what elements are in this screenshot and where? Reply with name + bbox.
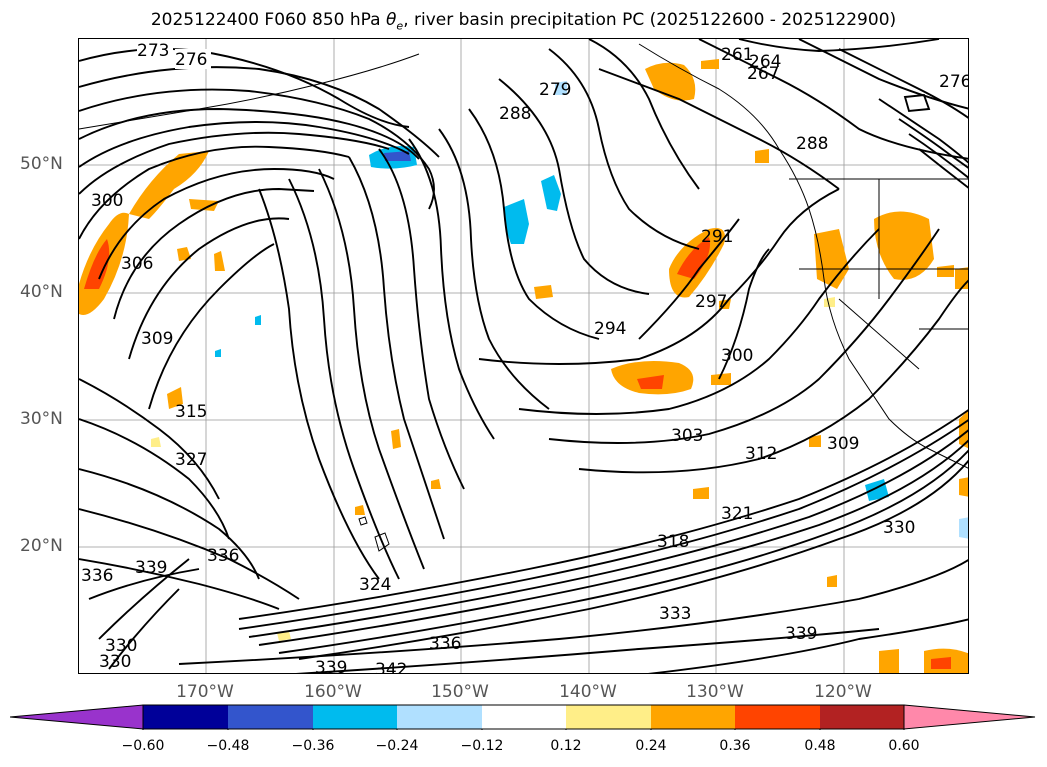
contour-label: 297 — [695, 292, 727, 312]
colorbar-tick: −0.12 — [460, 738, 504, 754]
contour-label: 276 — [175, 50, 207, 70]
theta-e-contours — [79, 39, 968, 673]
contour-label: 312 — [745, 444, 777, 464]
lat-label-30n: 30°N — [20, 409, 63, 429]
contour-label: 309 — [141, 329, 173, 349]
colorbar-tick: −0.24 — [375, 738, 419, 754]
map-panel: 273 276 261 264 267 276 279 288 288 300 … — [78, 38, 969, 674]
contour-label: 336 — [81, 566, 113, 586]
colorbar-bin — [651, 705, 735, 729]
contour-label: 309 — [827, 434, 859, 454]
colorbar-tick: 0.36 — [719, 738, 751, 754]
coastlines — [79, 43, 968, 552]
colorbar-extend-min — [10, 704, 144, 730]
contour-label: 300 — [91, 191, 123, 211]
map-title: 2025122400 F060 850 hPa θe, river basin … — [150, 10, 897, 33]
contour-label: 267 — [747, 64, 779, 84]
lon-label-140w: 140°W — [559, 682, 617, 702]
lon-label-120w: 120°W — [814, 682, 872, 702]
colorbar-bin — [735, 705, 820, 729]
contour-label: 261 — [721, 45, 753, 65]
contour-label: 339 — [785, 624, 817, 644]
contour-label: 333 — [659, 604, 691, 624]
contour-label: 294 — [594, 319, 626, 339]
lon-label-160w: 160°W — [304, 682, 362, 702]
contour-label: 315 — [175, 402, 207, 422]
contour-label: 264 — [749, 52, 781, 72]
lon-label-170w: 170°W — [176, 682, 234, 702]
contour-label: 318 — [657, 532, 689, 552]
contour-label: 288 — [499, 104, 531, 124]
lat-label-20n: 20°N — [20, 536, 63, 556]
contour-label: 342 — [375, 660, 407, 674]
colorbar-tick: −0.48 — [206, 738, 250, 754]
lon-label-150w: 150°W — [431, 682, 489, 702]
lat-label-40n: 40°N — [20, 282, 63, 302]
colorbar-bin — [143, 705, 228, 729]
colorbar-extend-max — [903, 704, 1036, 730]
contour-label: 327 — [175, 450, 207, 470]
contour-label: 303 — [671, 426, 703, 446]
colorbar-tick: 0.12 — [550, 738, 582, 754]
contour-label: 336 — [207, 546, 239, 566]
colorbar-bin — [566, 705, 651, 729]
colorbar-tick: −0.60 — [121, 738, 165, 754]
colorbar-bin — [228, 705, 313, 729]
contour-label: 321 — [721, 504, 753, 524]
colorbar-tick: 0.60 — [888, 738, 920, 754]
contour-labels: 273 276 261 264 267 276 279 288 288 300 … — [81, 39, 969, 674]
map-canvas: 273 276 261 264 267 276 279 288 288 300 … — [79, 39, 969, 674]
contour-label: 330 — [99, 652, 131, 672]
contour-label: 324 — [359, 575, 391, 595]
contour-label: 339 — [315, 658, 347, 674]
lon-label-130w: 130°W — [686, 682, 744, 702]
colorbar-bin — [820, 705, 904, 729]
positive-anomalies — [79, 59, 968, 673]
colorbar-bin — [482, 705, 566, 729]
contour-label: 291 — [701, 227, 733, 247]
colorbar-bin — [313, 705, 397, 729]
contour-label: 300 — [721, 346, 753, 366]
colorbar — [10, 704, 1036, 730]
contour-label: 279 — [539, 80, 571, 100]
contour-label: 276 — [939, 72, 969, 92]
colorbar-tick: 0.24 — [635, 738, 667, 754]
contour-label: 273 — [137, 41, 169, 61]
colorbar-tick: 0.48 — [804, 738, 836, 754]
graticule — [79, 39, 968, 673]
contour-label: 339 — [135, 558, 167, 578]
contour-label: 330 — [105, 636, 137, 656]
colorbar-bin — [397, 705, 482, 729]
lat-label-50n: 50°N — [20, 154, 63, 174]
contour-label: 306 — [121, 254, 153, 274]
contour-label: 336 — [429, 634, 461, 654]
contour-label: 288 — [796, 134, 828, 154]
colorbar-tick: −0.36 — [291, 738, 335, 754]
contour-label: 330 — [883, 518, 915, 538]
